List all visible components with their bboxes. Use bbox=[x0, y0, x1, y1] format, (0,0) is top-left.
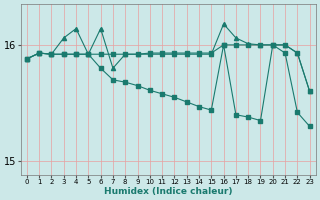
X-axis label: Humidex (Indice chaleur): Humidex (Indice chaleur) bbox=[104, 187, 233, 196]
